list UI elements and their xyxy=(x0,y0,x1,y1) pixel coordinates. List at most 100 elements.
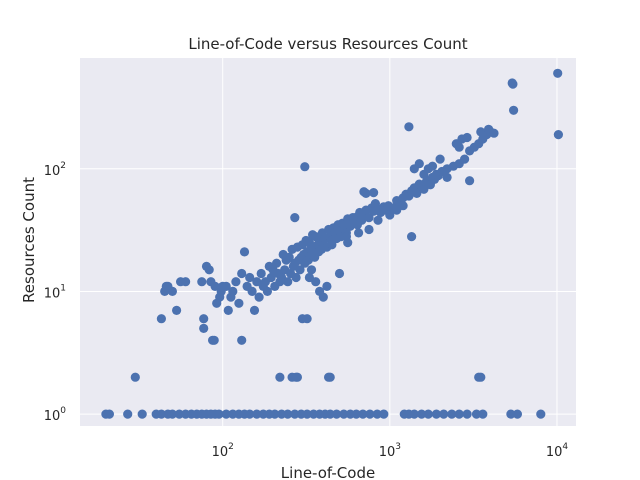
data-point xyxy=(223,305,233,315)
data-point xyxy=(373,215,383,225)
data-point xyxy=(412,188,422,198)
data-point xyxy=(442,172,452,182)
data-point xyxy=(365,409,375,419)
data-point xyxy=(423,409,433,419)
data-point xyxy=(392,205,402,215)
data-point xyxy=(104,409,114,419)
data-point xyxy=(348,213,358,223)
data-point xyxy=(204,265,214,275)
data-point xyxy=(272,258,282,268)
data-point xyxy=(137,409,147,419)
y-tick-label: 100 xyxy=(44,406,67,424)
data-point xyxy=(262,286,272,296)
data-point xyxy=(247,286,257,296)
data-point xyxy=(270,409,280,419)
data-point xyxy=(234,298,244,308)
data-point xyxy=(252,277,262,287)
data-point xyxy=(431,409,441,419)
data-point xyxy=(343,238,353,248)
data-point xyxy=(465,176,475,186)
data-point xyxy=(221,281,231,291)
data-point xyxy=(174,409,184,419)
chart-title: Line-of-Code versus Resources Count xyxy=(188,35,467,53)
x-tick-label: 104 xyxy=(546,442,569,460)
data-point xyxy=(266,272,276,283)
data-point xyxy=(484,124,494,134)
data-point xyxy=(462,132,472,143)
data-point xyxy=(252,409,262,419)
data-point xyxy=(302,409,312,419)
data-point xyxy=(197,277,207,287)
data-point xyxy=(221,409,231,419)
data-points xyxy=(101,68,564,419)
data-point xyxy=(427,161,438,171)
data-point xyxy=(130,372,140,382)
data-point xyxy=(228,286,238,296)
data-point xyxy=(512,409,523,419)
data-point xyxy=(172,305,182,315)
data-point xyxy=(332,409,342,419)
data-point xyxy=(460,154,470,164)
data-point xyxy=(508,79,518,89)
data-point xyxy=(385,210,395,220)
data-point xyxy=(156,314,166,324)
data-point xyxy=(283,277,293,287)
data-point xyxy=(306,265,317,275)
data-point xyxy=(439,409,449,419)
data-point xyxy=(315,286,325,296)
data-point xyxy=(290,213,300,223)
data-point xyxy=(372,409,382,419)
data-point xyxy=(478,409,488,419)
data-point xyxy=(462,409,472,419)
x-tick-label: 102 xyxy=(212,442,234,460)
data-point xyxy=(325,372,335,382)
y-tick-label: 101 xyxy=(44,283,66,301)
data-point xyxy=(181,277,191,287)
data-point xyxy=(417,409,427,419)
x-tick-label: 103 xyxy=(379,442,401,460)
data-point xyxy=(508,105,519,115)
data-point xyxy=(361,188,371,198)
data-point xyxy=(292,372,302,382)
data-point xyxy=(334,268,345,279)
data-point xyxy=(339,409,349,419)
y-axis-label: Resources Count xyxy=(20,177,38,303)
data-point xyxy=(256,268,266,279)
x-axis-label: Line-of-Code xyxy=(281,464,375,480)
data-point xyxy=(325,409,335,419)
data-point xyxy=(237,268,247,279)
data-point xyxy=(275,372,285,382)
data-point xyxy=(231,277,241,287)
data-point xyxy=(404,122,414,132)
y-tick-label: 102 xyxy=(44,161,66,179)
data-point xyxy=(161,281,171,291)
data-point xyxy=(419,184,429,194)
data-point xyxy=(506,409,516,419)
data-point xyxy=(291,272,301,283)
data-point xyxy=(435,154,445,164)
data-point xyxy=(327,240,337,250)
data-point xyxy=(409,409,419,419)
data-point xyxy=(245,272,255,283)
data-point xyxy=(199,314,209,324)
data-point xyxy=(302,314,312,324)
data-point xyxy=(536,409,546,419)
data-point xyxy=(237,335,247,345)
data-point xyxy=(254,292,264,302)
data-point xyxy=(245,409,255,419)
data-point xyxy=(553,130,564,140)
data-point xyxy=(199,323,209,333)
data-point xyxy=(354,228,364,238)
data-point xyxy=(553,68,563,78)
data-point xyxy=(214,409,224,419)
data-point xyxy=(398,201,408,211)
data-point xyxy=(358,409,368,419)
data-point xyxy=(249,305,260,315)
y-axis-ticks: 100 101 102 xyxy=(44,161,67,424)
data-point xyxy=(407,232,417,242)
data-point xyxy=(290,409,300,419)
data-point xyxy=(156,409,166,419)
data-point xyxy=(454,409,464,419)
data-point xyxy=(476,372,486,382)
